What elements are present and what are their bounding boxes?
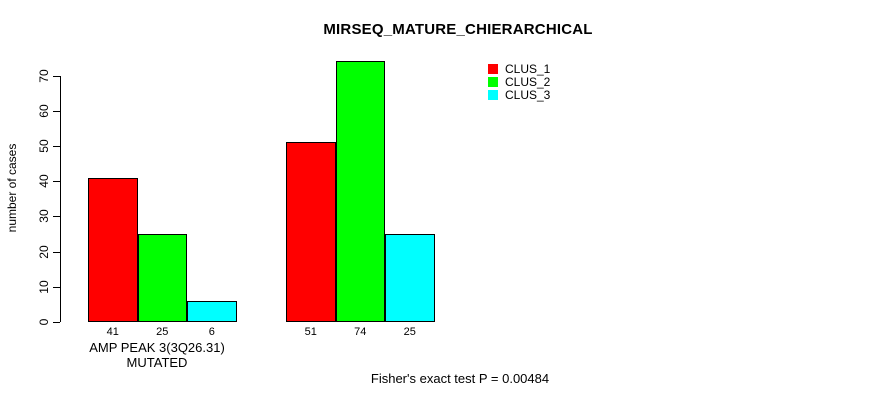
y-tick [53, 75, 60, 77]
bar-clus_2-group2 [335, 61, 385, 322]
y-tick-label: 0 [37, 318, 51, 326]
legend-row-clus_2: CLUS_2 [488, 76, 550, 88]
legend-label: CLUS_1 [505, 62, 551, 76]
legend-swatch-icon [488, 64, 498, 74]
fisher-test-annotation: Fisher's exact test P = 0.00484 [370, 371, 550, 386]
legend-swatch-icon [488, 77, 498, 87]
bar-value-label: 74 [354, 326, 367, 338]
bar-value-label: 51 [304, 326, 317, 338]
bar-clus_2-group1 [137, 233, 187, 322]
bar-clus_1-group2 [286, 142, 336, 322]
y-tick-label: 20 [37, 244, 51, 259]
chart-title: MIRSEQ_MATURE_CHIERARCHICAL [323, 21, 593, 38]
legend: CLUS_1 CLUS_2 CLUS_3 [488, 63, 550, 102]
x-axis-label: AMP PEAK 3(3Q26.31) MUTATED [89, 340, 225, 370]
bar-clus_3-group1 [187, 300, 237, 322]
y-tick [53, 181, 60, 183]
bar-clus_3-group2 [385, 233, 435, 322]
y-tick-label: 30 [37, 209, 51, 224]
y-tick [53, 251, 60, 253]
legend-label: CLUS_2 [505, 75, 551, 89]
y-axis [60, 75, 61, 322]
bar-value-label: 6 [208, 326, 215, 338]
y-tick [53, 286, 60, 288]
y-tick-label: 50 [37, 139, 51, 153]
y-tick [53, 216, 60, 218]
legend-label: CLUS_3 [505, 88, 551, 102]
y-tick-label: 70 [37, 68, 51, 83]
legend-row-clus_3: CLUS_3 [488, 89, 550, 101]
y-tick [53, 145, 60, 147]
legend-swatch-icon [488, 90, 498, 100]
y-tick-label: 40 [37, 174, 51, 188]
y-axis-label: number of cases [5, 143, 19, 233]
bar-value-label: 25 [156, 326, 169, 338]
bar-clus_1-group1 [88, 177, 138, 322]
y-tick [53, 322, 60, 323]
y-tick-label: 60 [37, 104, 51, 118]
y-tick [53, 110, 60, 112]
legend-row-clus_1: CLUS_1 [488, 63, 550, 75]
bar-value-label: 25 [403, 326, 416, 338]
bar-value-label: 41 [106, 326, 119, 338]
y-tick-label: 10 [37, 280, 51, 294]
